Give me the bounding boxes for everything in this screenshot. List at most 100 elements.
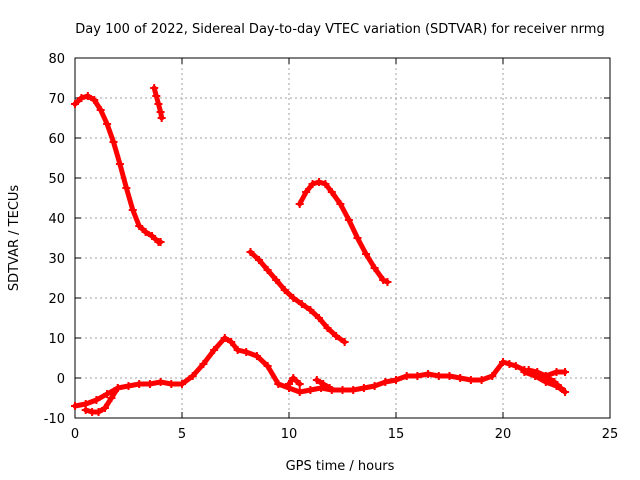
data-point xyxy=(242,348,251,356)
data-point xyxy=(135,222,144,230)
data-point xyxy=(109,138,118,146)
data-point xyxy=(150,84,159,92)
x-tick-label: 5 xyxy=(178,427,186,442)
x-axis-label: GPS time / hours xyxy=(286,459,395,474)
grid xyxy=(75,58,610,418)
data-point xyxy=(92,396,101,404)
data-point xyxy=(552,368,561,376)
data-point xyxy=(113,384,122,392)
data-point xyxy=(124,382,133,390)
data-point xyxy=(289,294,298,302)
data-point xyxy=(477,376,486,384)
data-point xyxy=(520,368,529,376)
data-point xyxy=(381,378,390,386)
data-point xyxy=(349,386,358,394)
data-point xyxy=(107,394,116,402)
plot-frame xyxy=(74,57,611,419)
data-point xyxy=(370,382,379,390)
data-point xyxy=(145,380,154,388)
data-point xyxy=(210,346,219,354)
data-point xyxy=(295,200,304,208)
y-tick-label: 0 xyxy=(57,372,65,387)
data-point xyxy=(115,160,124,168)
series-arc-2 xyxy=(150,84,166,122)
data-point xyxy=(533,368,542,376)
data-point xyxy=(178,380,186,388)
data-point xyxy=(321,180,330,188)
data-point xyxy=(434,372,443,380)
x-tick-label: 25 xyxy=(602,427,619,442)
data-point xyxy=(135,380,144,388)
y-tick-label: 60 xyxy=(48,132,65,147)
data-point xyxy=(90,96,99,104)
data-point xyxy=(336,200,345,208)
data-point xyxy=(445,372,454,380)
data-point xyxy=(246,248,255,256)
x-tick-label: 20 xyxy=(495,427,512,442)
x-tick-label: 15 xyxy=(388,427,405,442)
data-point xyxy=(280,286,289,294)
data-point xyxy=(413,372,422,380)
data-point xyxy=(220,334,229,342)
data-point xyxy=(319,380,328,388)
series-trace xyxy=(248,249,348,345)
series-baseline xyxy=(71,334,570,410)
data-point xyxy=(167,380,176,388)
data-point xyxy=(227,338,236,346)
data-point xyxy=(188,372,197,380)
data-point xyxy=(128,206,137,214)
data-point xyxy=(325,384,334,392)
data-point xyxy=(156,378,165,386)
series-arc-4 xyxy=(246,248,349,346)
data-point xyxy=(156,108,165,116)
data-point xyxy=(233,346,242,354)
data-point xyxy=(255,256,264,264)
data-point xyxy=(456,374,465,382)
series-branch-5 xyxy=(524,366,565,392)
data-point xyxy=(306,386,315,394)
data-point xyxy=(289,374,298,382)
data-point xyxy=(148,232,157,240)
data-point xyxy=(77,94,86,102)
data-point xyxy=(274,380,283,388)
data-point xyxy=(156,238,165,246)
data-point xyxy=(154,100,163,108)
data-series xyxy=(71,84,570,416)
data-point xyxy=(141,228,150,236)
data-point xyxy=(338,386,347,394)
data-point xyxy=(96,106,105,114)
data-point xyxy=(344,216,353,224)
data-point xyxy=(314,178,323,186)
data-point xyxy=(295,380,304,388)
data-point xyxy=(392,376,400,384)
data-point xyxy=(505,360,514,368)
series-branch-2 xyxy=(285,374,304,388)
data-point xyxy=(332,332,341,340)
data-point xyxy=(263,266,272,274)
y-tick-label: 10 xyxy=(48,332,65,347)
data-point xyxy=(362,250,371,258)
data-point xyxy=(94,408,103,416)
data-point xyxy=(83,92,92,100)
data-point xyxy=(524,366,533,374)
data-point xyxy=(327,188,336,196)
data-point xyxy=(541,372,550,380)
y-tick-label: 80 xyxy=(48,52,65,67)
axis-ticks: 0 5 10 15 20 25 -10 0 10 20 30 40 50 60 70 80 xyxy=(44,52,619,442)
data-point xyxy=(272,276,281,284)
data-point xyxy=(308,180,317,188)
data-point xyxy=(323,324,332,332)
data-point xyxy=(71,402,79,410)
data-point xyxy=(81,406,90,414)
data-point xyxy=(122,184,131,192)
y-tick-label: 30 xyxy=(48,252,65,267)
y-tick-label: 20 xyxy=(48,292,65,307)
data-point xyxy=(379,276,388,284)
data-point xyxy=(424,370,433,378)
data-point xyxy=(157,114,166,122)
data-point xyxy=(263,362,272,370)
data-point xyxy=(466,376,475,384)
data-point xyxy=(297,300,306,308)
data-point xyxy=(252,352,261,360)
